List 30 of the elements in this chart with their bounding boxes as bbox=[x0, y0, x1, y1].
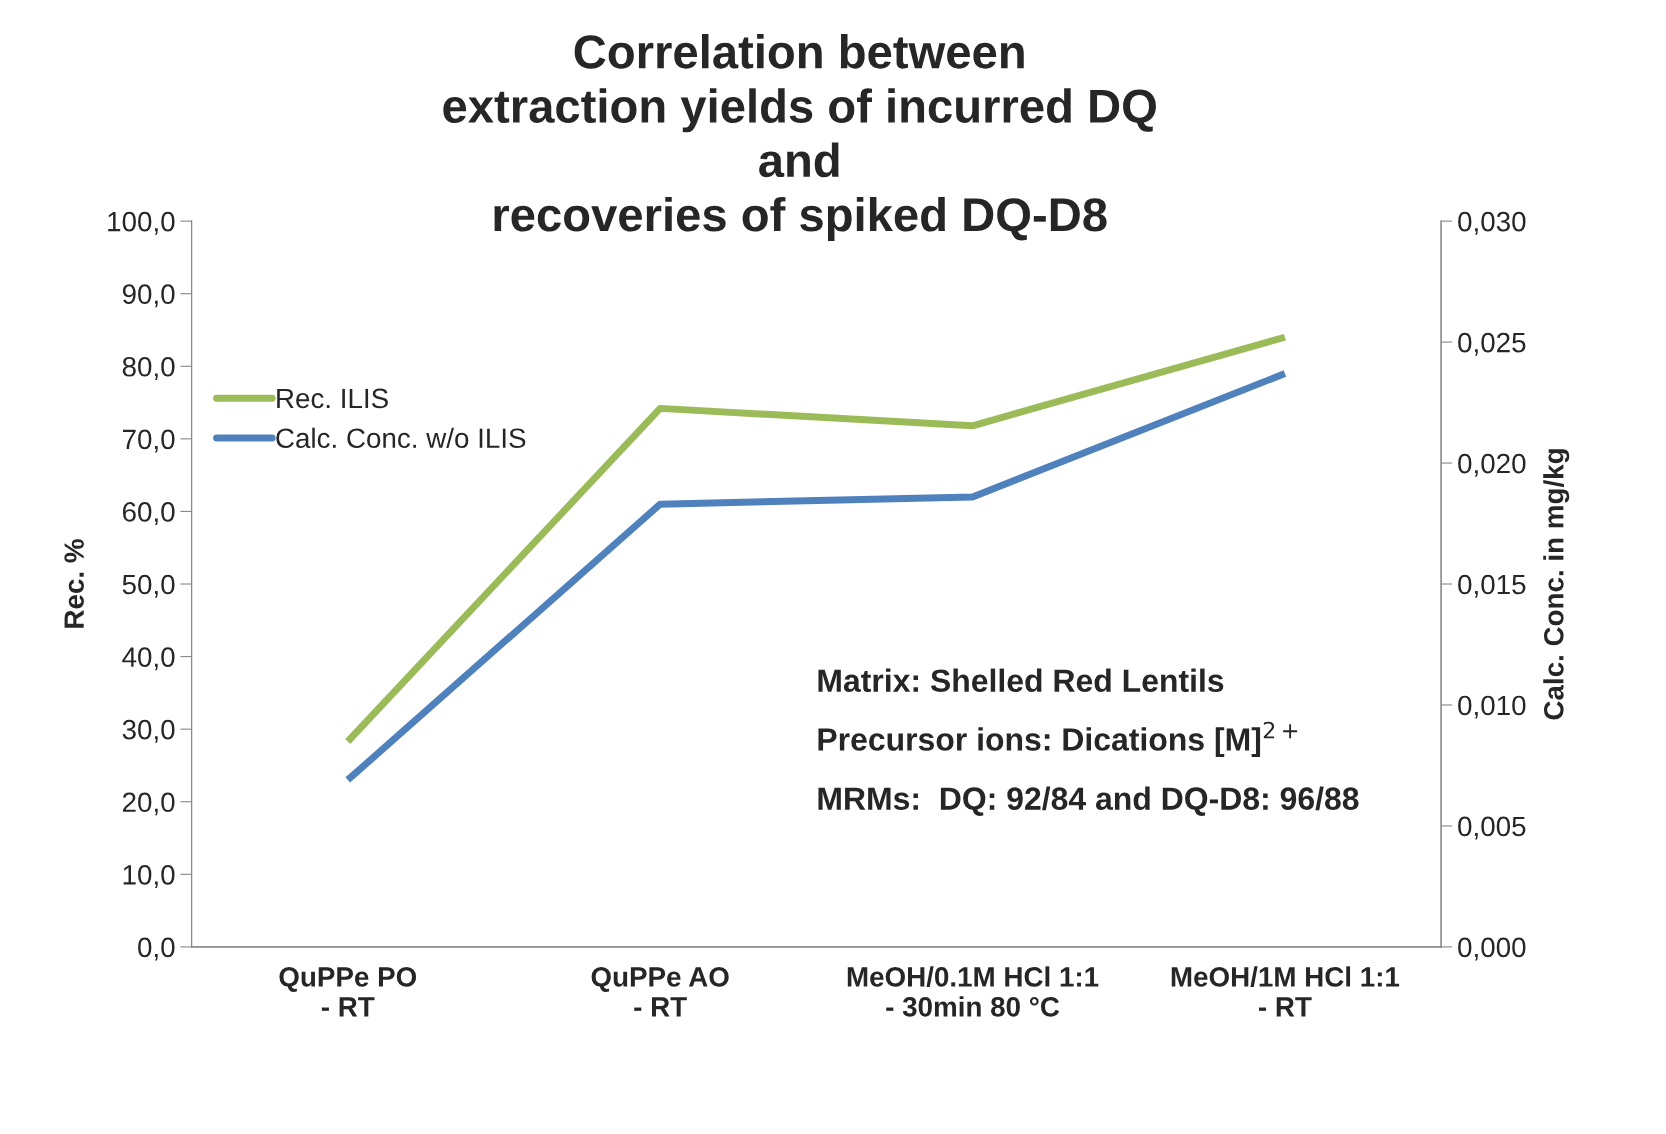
y2-tick-label: 0,020 bbox=[1458, 453, 1526, 477]
chart-title: Correlation between extraction yields of incurred DQ and recoveries of spiked DQ-D8 bbox=[443, 34, 1156, 241]
y2-tick-label: 0,030 bbox=[1458, 211, 1526, 235]
y-tick-label: 80,0 bbox=[122, 356, 175, 380]
y2-tick-label: 0,005 bbox=[1458, 816, 1526, 840]
y-tick-label: 20,0 bbox=[122, 792, 175, 816]
annotation: MRMs: DQ: 92/84 and DQ-D8: 96/88 bbox=[818, 786, 1359, 816]
x-tick-label: QuPPe PO - RT bbox=[279, 967, 417, 1017]
y-tick-label: 10,0 bbox=[123, 864, 175, 888]
y-tick-label: 40,0 bbox=[122, 647, 175, 671]
x-tick-label: QuPPe AO - RT bbox=[591, 967, 729, 1017]
x-tick-label: MeOH/0.1M HCl 1:1 - 30min 80 °C bbox=[847, 966, 1099, 1017]
y-axis-title: Rec. % bbox=[64, 539, 84, 628]
annotation: Matrix: Shelled Red Lentils bbox=[818, 668, 1224, 693]
legend-label: Rec. ILIS bbox=[277, 388, 388, 409]
y2-tick-label: 0,025 bbox=[1458, 332, 1526, 356]
y-tick-label: 100,0 bbox=[108, 211, 175, 235]
y2-tick-label: 0,010 bbox=[1458, 695, 1526, 719]
y-tick-label: 60,0 bbox=[122, 502, 175, 526]
annotation: Precursor ions: Dications [M]$^{2+}$ bbox=[818, 721, 1298, 758]
y-tick-label: 50,0 bbox=[122, 574, 175, 598]
y2-tick-label: 0,000 bbox=[1458, 937, 1526, 961]
y-tick-label: 70,0 bbox=[122, 429, 175, 453]
y2-axis-title: Calc. Conc. in mg/kg bbox=[1543, 449, 1570, 720]
y-tick-label: 30,0 bbox=[122, 719, 175, 743]
y-tick-label: 0,0 bbox=[138, 937, 175, 961]
y2-tick-label: 0,015 bbox=[1458, 574, 1526, 598]
x-tick-label: MeOH/1M HCl 1:1 - RT bbox=[1171, 966, 1400, 1017]
legend-label: Calc. Conc. w/o ILIS bbox=[276, 427, 526, 449]
y-tick-label: 90,0 bbox=[122, 284, 175, 308]
